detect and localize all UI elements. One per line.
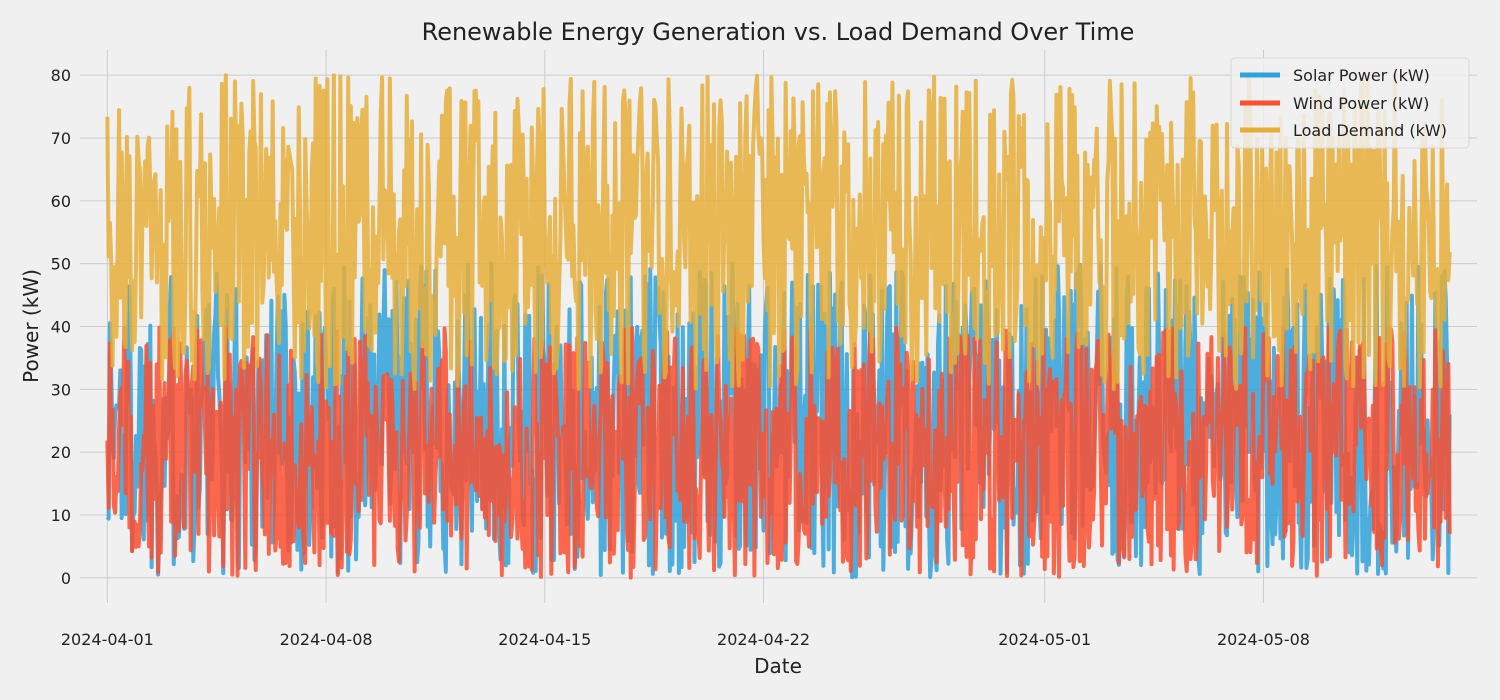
x-axis: 2024-04-01 2024-04-08 2024-04-15 2024-04-22… [61, 630, 1310, 649]
legend-box [1230, 57, 1470, 149]
y-axis: 0 10 20 30 40 50 60 70 80 [51, 66, 71, 588]
y-tick-label: 60 [51, 192, 71, 211]
x-tick-label: 2024-04-22 [717, 630, 810, 649]
legend-entry-wind: Wind Power (kW) [1293, 94, 1429, 113]
chart-title: Renewable Energy Generation vs. Load Dem… [422, 18, 1135, 46]
y-tick-label: 40 [51, 318, 71, 337]
y-tick-label: 50 [51, 255, 71, 274]
legend-entry-load: Load Demand (kW) [1293, 121, 1447, 140]
y-tick-label: 70 [51, 129, 71, 148]
series-wind-line [105, 324, 1452, 580]
legend-entry-solar: Solar Power (kW) [1293, 66, 1430, 85]
y-tick-label: 0 [61, 569, 71, 588]
x-tick-label: 2024-04-01 [61, 630, 154, 649]
x-tick-label: 2024-04-08 [280, 630, 373, 649]
series-layer [105, 73, 1452, 580]
x-tick-label: 2024-04-15 [498, 630, 591, 649]
y-tick-label: 10 [51, 506, 71, 525]
y-tick-label: 80 [51, 66, 71, 85]
x-axis-label: Date [754, 654, 802, 678]
legend: Solar Power (kW) Wind Power (kW) Load De… [1230, 57, 1470, 149]
y-tick-label: 20 [51, 443, 71, 462]
x-tick-label: 2024-05-01 [998, 630, 1091, 649]
y-axis-label: Power (kW) [19, 269, 43, 383]
y-tick-label: 30 [51, 380, 71, 399]
x-tick-label: 2024-05-08 [1217, 630, 1310, 649]
series-load-line [105, 73, 1452, 391]
